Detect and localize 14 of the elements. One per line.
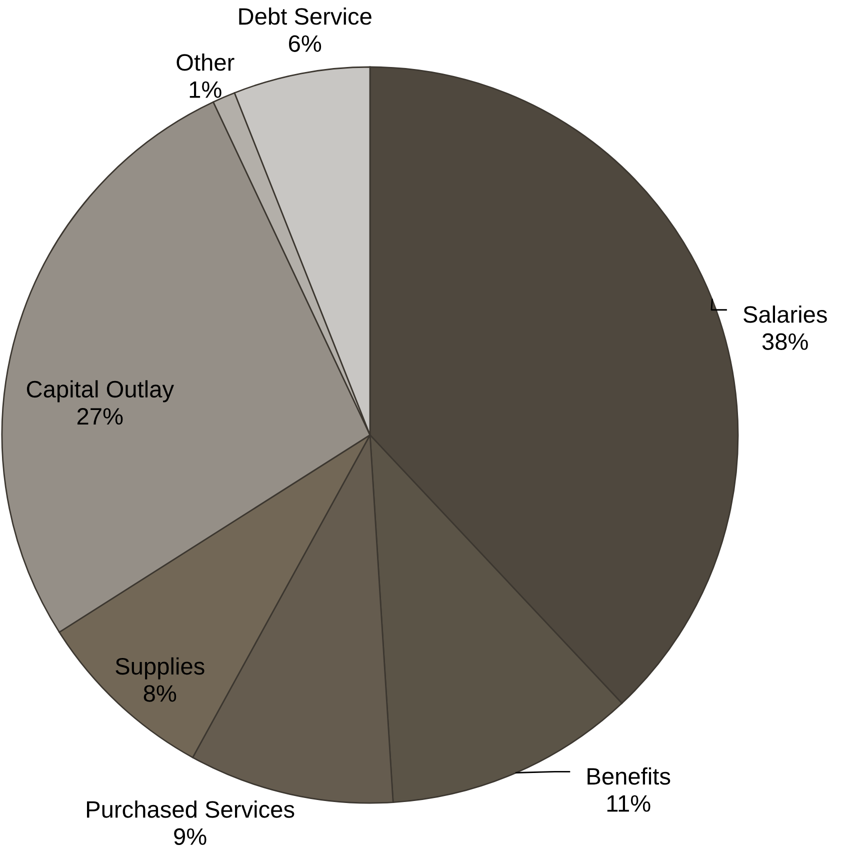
data-label: 11% bbox=[607, 795, 650, 812]
slice-label: Benefits bbox=[588, 767, 670, 785]
data-label: 6% bbox=[289, 35, 322, 52]
slice-label: Other bbox=[176, 53, 234, 71]
slice-label: Supplies bbox=[116, 657, 204, 680]
data-label: 9% bbox=[174, 828, 206, 845]
data-label: 38% bbox=[762, 333, 808, 350]
slice-label: Debt Service bbox=[239, 7, 372, 25]
data-label: 27% bbox=[77, 408, 123, 425]
data-label: 1% bbox=[190, 81, 222, 98]
data-label: 8% bbox=[144, 685, 176, 702]
slice-label: Capital Outlay bbox=[26, 380, 174, 402]
slice-label: Purchased Services bbox=[87, 800, 294, 818]
slice-label: Salaries bbox=[744, 306, 827, 323]
